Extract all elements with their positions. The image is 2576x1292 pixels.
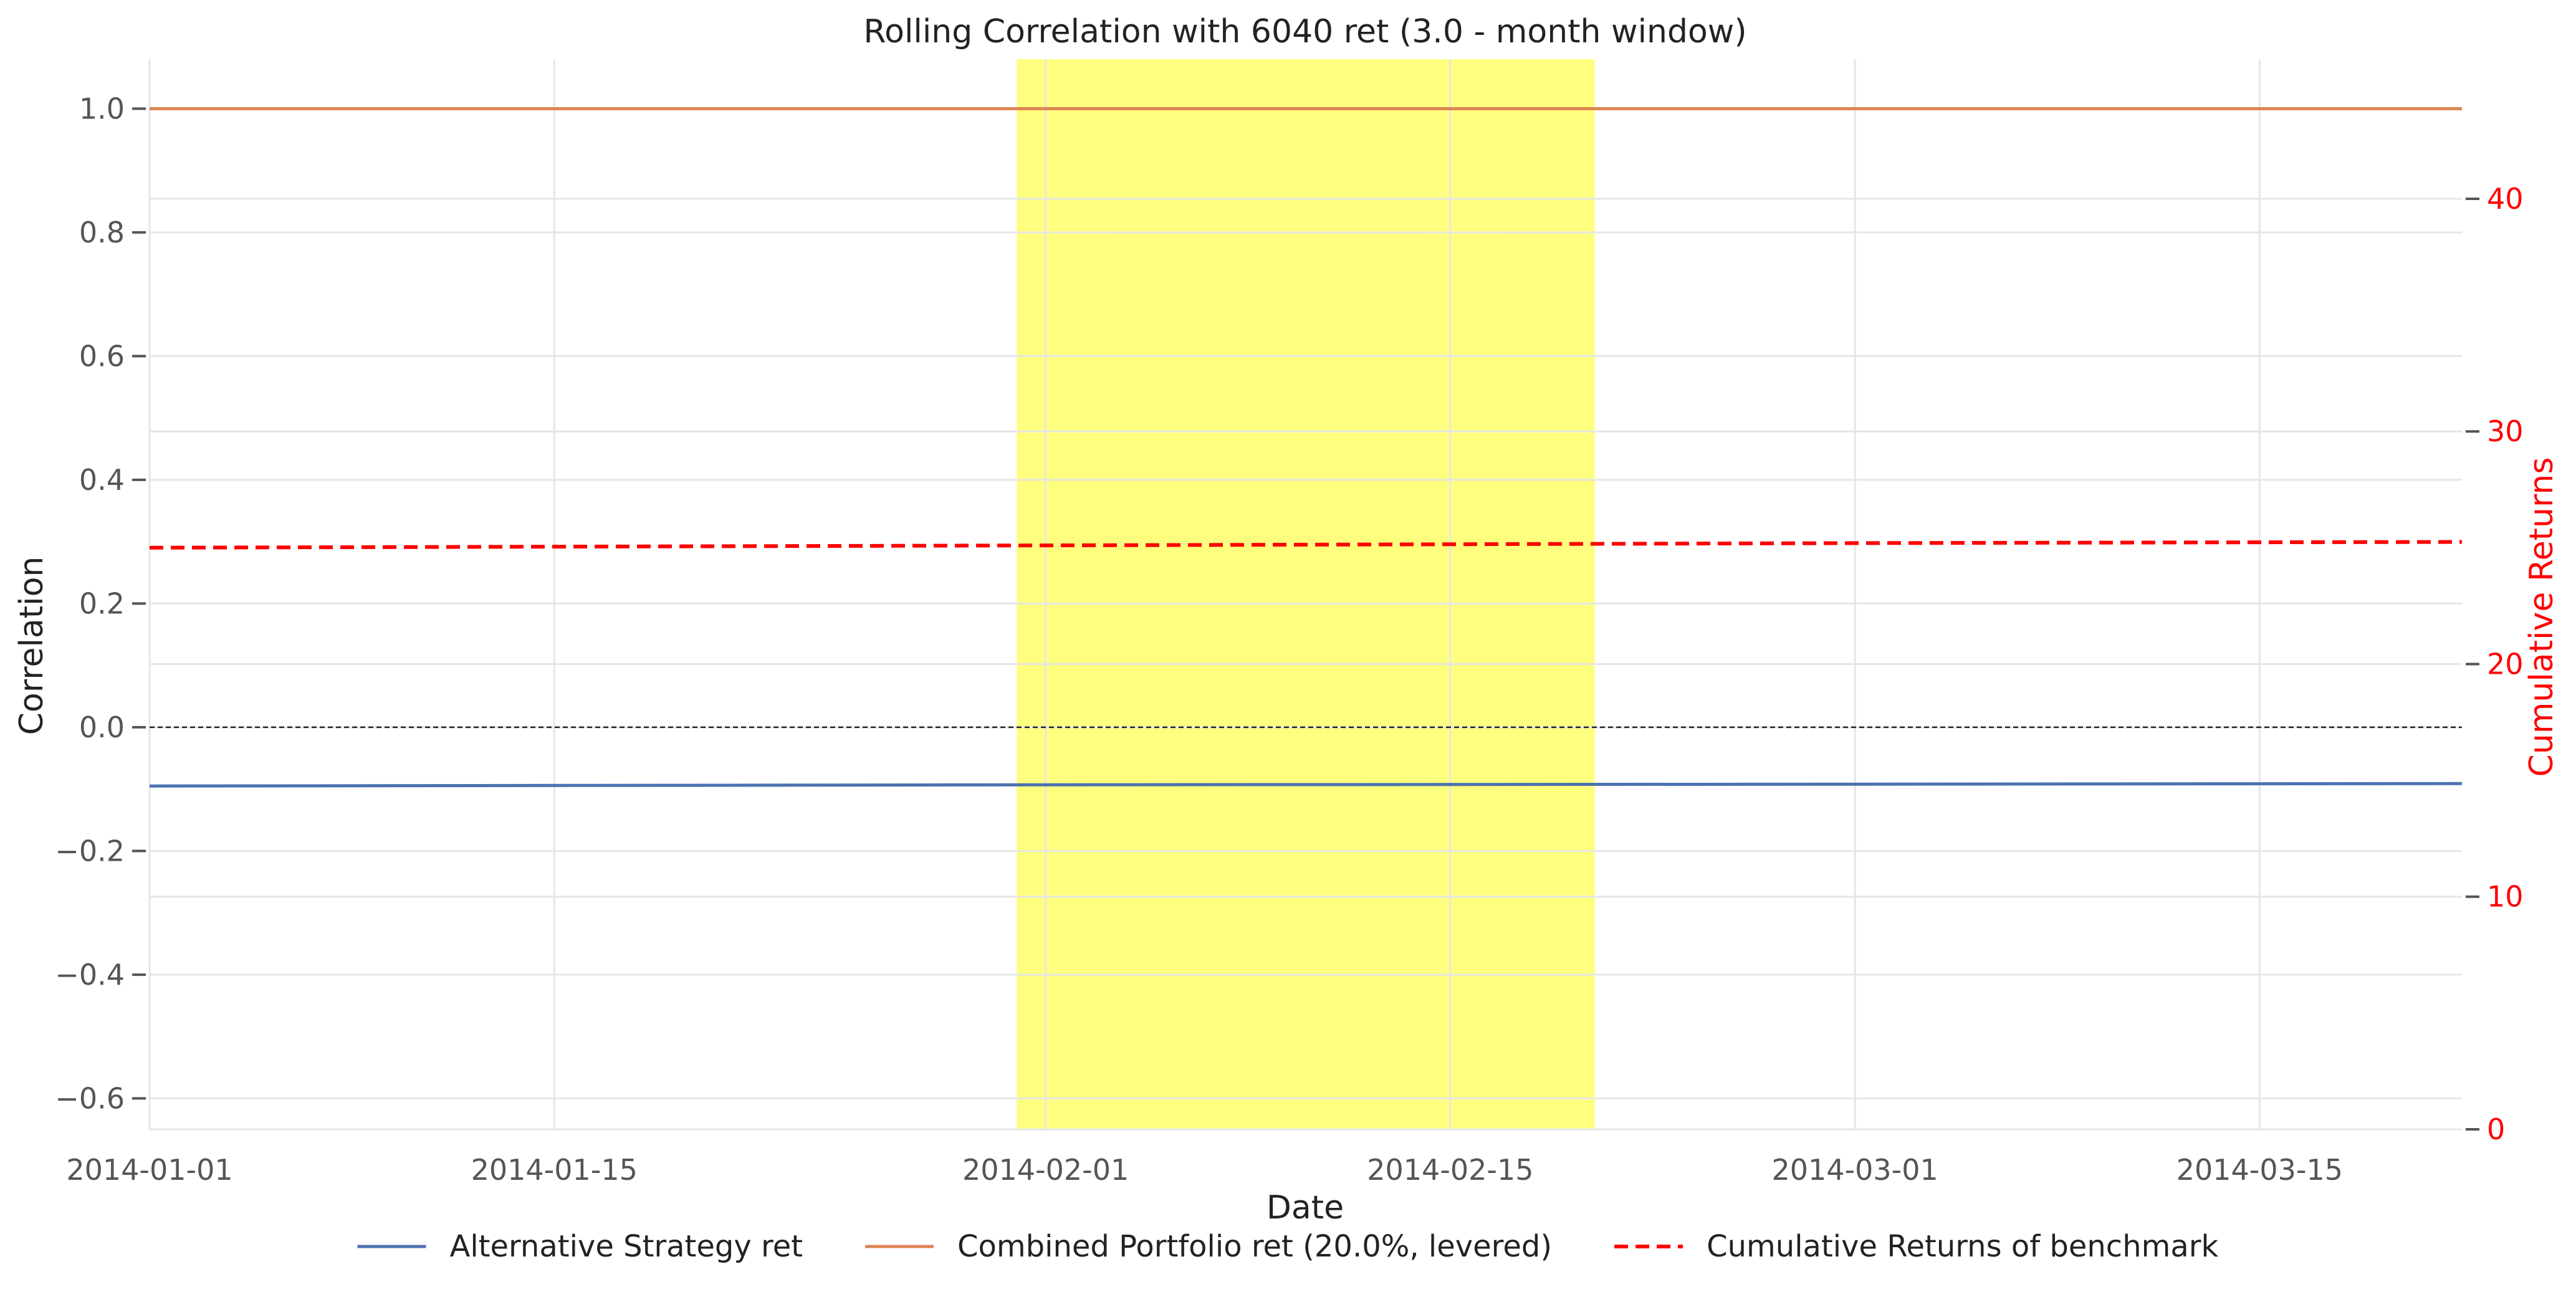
y2-tick-label: 20 xyxy=(2487,647,2524,681)
x-tick-label: 2014-02-15 xyxy=(1367,1153,1533,1187)
x-tick-label: 2014-03-01 xyxy=(1771,1153,1938,1187)
highlight-band xyxy=(1017,59,1595,1130)
x-tick-label: 2014-01-01 xyxy=(66,1153,232,1187)
y-tick-label: −0.4 xyxy=(55,958,125,992)
chart-title: Rolling Correlation with 6040 ret (3.0 -… xyxy=(863,13,1746,50)
legend-label-1: Alternative Strategy ret xyxy=(450,1229,803,1264)
grid-layer xyxy=(148,59,2462,1131)
legend-entry-2: Combined Portfolio ret (20.0%, levered) xyxy=(865,1229,1552,1264)
series-layer xyxy=(149,107,2463,788)
x-tick-label: 2014-03-15 xyxy=(2176,1153,2343,1187)
legend: Alternative Strategy ret Combined Portfol… xyxy=(357,1229,2219,1264)
y2-tick-label: 40 xyxy=(2487,182,2524,216)
y2-tick-label: 30 xyxy=(2487,414,2524,448)
y-tick-label: −0.2 xyxy=(55,834,125,868)
y2-tick-label: 0 xyxy=(2487,1113,2505,1146)
legend-label-3: Cumulative Returns of benchmark xyxy=(1707,1229,2218,1264)
y-tick-label: 0.8 xyxy=(79,216,125,249)
series-line-3 xyxy=(149,540,2463,550)
y-axis-title: Correlation xyxy=(13,557,50,735)
legend-label-2: Combined Portfolio ret (20.0%, levered) xyxy=(957,1229,1552,1264)
legend-entry-3: Cumulative Returns of benchmark xyxy=(1614,1229,2219,1264)
x-tick-label: 2014-01-15 xyxy=(471,1153,638,1187)
y-tick-label: 0.6 xyxy=(79,339,125,373)
y2-tick-label: 10 xyxy=(2487,880,2524,914)
x-tick-label: 2014-02-01 xyxy=(962,1153,1129,1187)
legend-entry-1: Alternative Strategy ret xyxy=(357,1229,803,1264)
y2-axis-title: Cumulative Returns xyxy=(2523,457,2560,777)
axis-layer: 1.0 0.8 0.6 0.4 0.2 0.0 −0.2 −0.4 −0.6 40 30 20 10 0 2… xyxy=(55,92,2523,1187)
y-tick-label: 1.0 xyxy=(79,92,125,125)
y-tick-label: 0.0 xyxy=(79,711,125,744)
y-tick-label: 0.2 xyxy=(79,586,125,620)
y-tick-label: 0.4 xyxy=(79,463,125,497)
y-tick-label: −0.6 xyxy=(55,1081,125,1115)
series-line-1 xyxy=(149,782,2463,788)
x-axis-title: Date xyxy=(1266,1189,1344,1227)
highlight-layer xyxy=(1017,59,1595,1130)
